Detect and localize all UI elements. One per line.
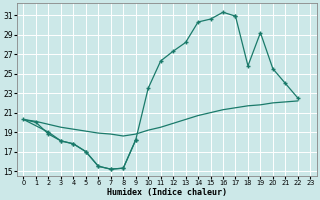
X-axis label: Humidex (Indice chaleur): Humidex (Indice chaleur) — [107, 188, 227, 197]
